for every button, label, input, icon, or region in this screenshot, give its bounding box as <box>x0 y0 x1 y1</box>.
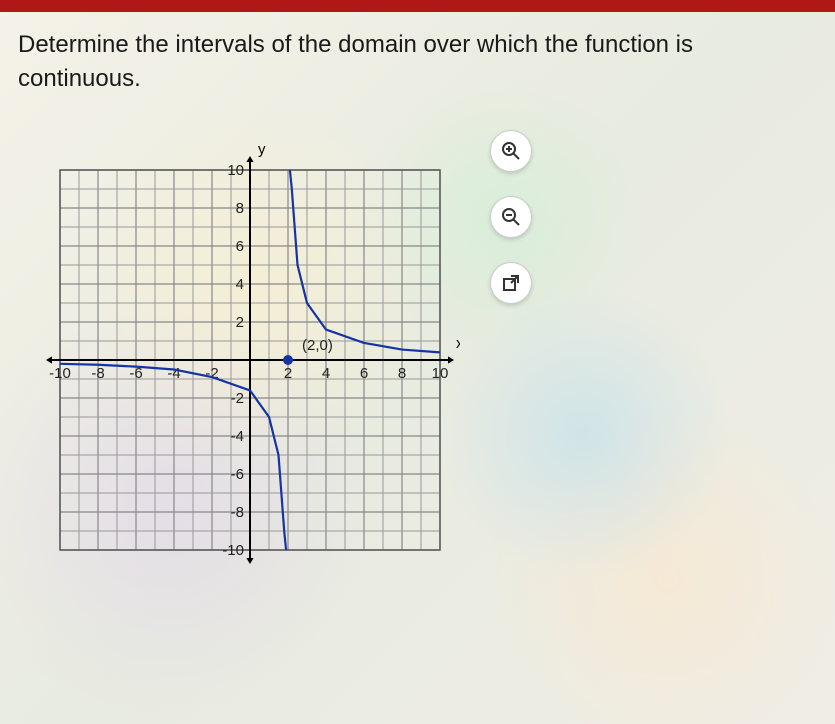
svg-text:-10: -10 <box>49 365 71 382</box>
zoom-in-button[interactable] <box>490 130 532 172</box>
svg-text:10: 10 <box>432 365 449 382</box>
svg-text:2: 2 <box>284 365 292 382</box>
svg-text:(2,0): (2,0) <box>302 337 333 354</box>
popout-icon <box>502 274 520 292</box>
svg-text:6: 6 <box>236 238 244 255</box>
zoom-out-icon <box>501 207 521 227</box>
svg-text:8: 8 <box>236 200 244 217</box>
svg-text:x: x <box>456 335 460 352</box>
function-graph: -10-8-6-4-2246810-10-8-6-4-2246810xy(2,0… <box>40 140 460 570</box>
svg-text:-4: -4 <box>167 365 180 382</box>
svg-text:4: 4 <box>322 365 330 382</box>
svg-text:-8: -8 <box>91 365 104 382</box>
top-accent-bar <box>0 0 835 12</box>
svg-text:2: 2 <box>236 314 244 331</box>
question-text: Determine the intervals of the domain ov… <box>18 28 817 95</box>
popout-button[interactable] <box>490 262 532 304</box>
chart-controls <box>490 130 532 304</box>
zoom-in-icon <box>501 141 521 161</box>
svg-text:-6: -6 <box>231 466 244 483</box>
svg-text:-4: -4 <box>231 428 244 445</box>
svg-text:10: 10 <box>227 162 244 179</box>
svg-text:8: 8 <box>398 365 406 382</box>
svg-text:-2: -2 <box>231 390 244 407</box>
svg-text:4: 4 <box>236 276 244 293</box>
svg-text:-8: -8 <box>231 504 244 521</box>
svg-text:6: 6 <box>360 365 368 382</box>
svg-text:-10: -10 <box>222 542 244 559</box>
zoom-out-button[interactable] <box>490 196 532 238</box>
svg-text:y: y <box>258 141 266 158</box>
